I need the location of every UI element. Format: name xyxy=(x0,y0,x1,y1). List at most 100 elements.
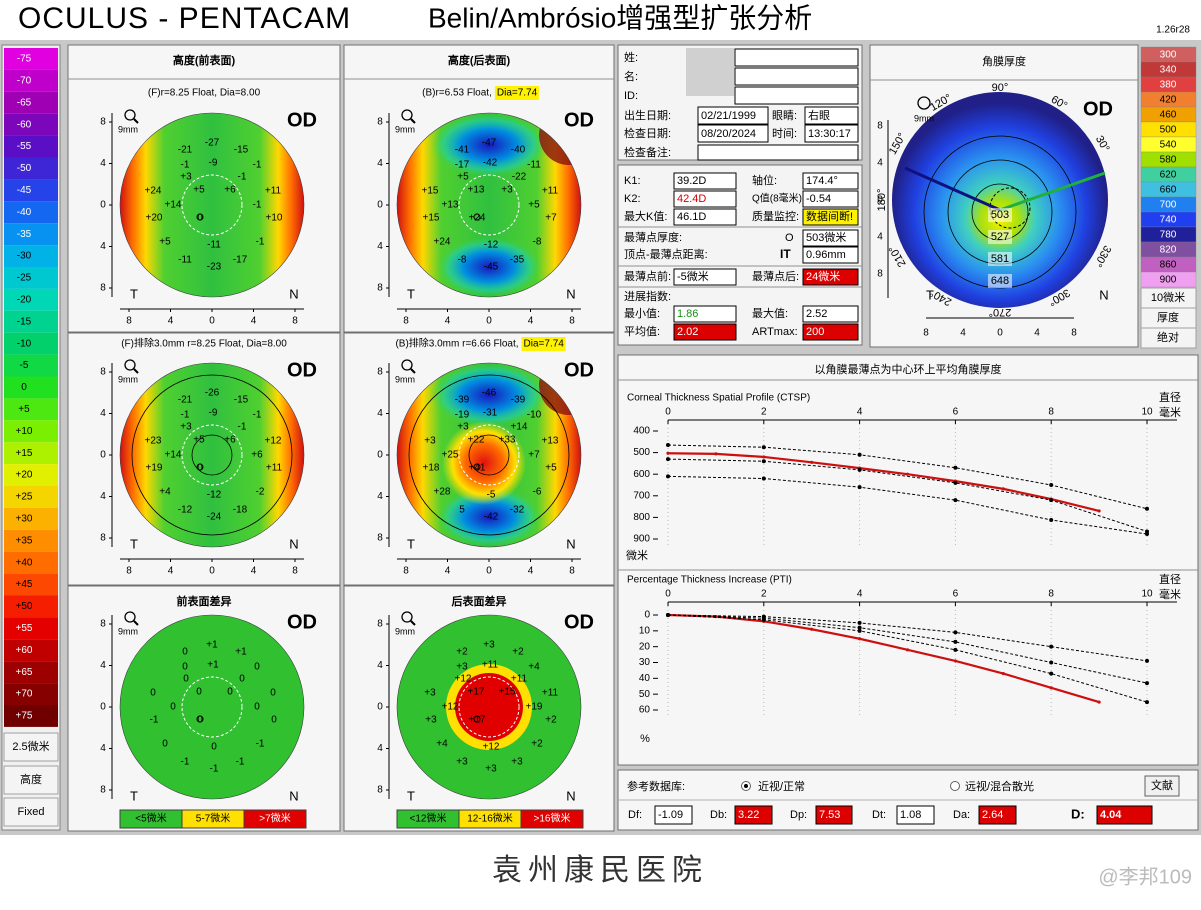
x-tick-label: 8 xyxy=(923,328,929,339)
scale-strip xyxy=(44,135,58,158)
x-tick-label: 8 xyxy=(403,316,409,327)
scale-setting-label: 高度 xyxy=(20,772,42,786)
map-value: -18 xyxy=(233,505,248,516)
profile-point xyxy=(761,617,766,622)
index-label: Dp: xyxy=(790,809,807,821)
map-value: +7 xyxy=(528,450,540,461)
highlight-bg xyxy=(494,86,539,100)
index-label: Db: xyxy=(710,809,727,821)
value-box xyxy=(802,305,859,323)
map-value: +5 xyxy=(528,200,540,211)
value: 0.96mm xyxy=(806,249,846,261)
center-mark xyxy=(473,213,481,221)
map-value: +20 xyxy=(146,213,163,224)
scale-label: +25 xyxy=(16,492,33,503)
zone-dashed xyxy=(181,676,243,738)
zoom-icon xyxy=(124,611,136,623)
map-value: +3 xyxy=(456,757,468,768)
scale-setting-label: 10微米 xyxy=(1151,290,1185,304)
scale-setting-label: Fixed xyxy=(18,806,45,818)
map-value: +17 xyxy=(469,715,486,726)
map-value: +28 xyxy=(434,487,451,498)
scale-label: 860 xyxy=(1160,260,1177,271)
map-value: +3 xyxy=(180,172,192,183)
scale-label: -60 xyxy=(17,119,32,130)
map-value: 0 xyxy=(150,688,156,699)
scale-strip xyxy=(44,551,58,574)
scale-cell xyxy=(4,486,44,508)
x-tick-label: 8 xyxy=(1048,407,1054,418)
button-label[interactable]: 文献 xyxy=(1151,778,1173,792)
map-value: 0 xyxy=(182,647,188,658)
ring-value: 648 xyxy=(991,275,1009,287)
scale-strip xyxy=(44,376,58,399)
radio[interactable] xyxy=(950,781,960,791)
y-tick-label: 900 xyxy=(633,534,650,545)
value-box xyxy=(673,305,737,323)
map-value: -9 xyxy=(209,158,218,169)
field-label: 最薄点厚度: xyxy=(624,230,682,244)
radio-label[interactable]: 近视/正常 xyxy=(758,779,805,793)
profile-point xyxy=(953,480,958,485)
map-value: +1 xyxy=(206,640,218,651)
input-box xyxy=(804,106,859,125)
scale-label: 900 xyxy=(1160,275,1177,286)
eye-label: OD xyxy=(564,611,594,633)
scale-label: +50 xyxy=(16,601,33,612)
map-outline xyxy=(119,614,305,800)
scale-cell xyxy=(4,135,44,158)
map-value: +3 xyxy=(424,688,436,699)
map-high xyxy=(442,421,526,505)
map-value: -1 xyxy=(238,172,247,183)
x-tick-label: 4 xyxy=(857,589,863,600)
y-tick-label: 8 xyxy=(100,533,106,544)
profile-point xyxy=(953,647,958,652)
map-value: -19 xyxy=(455,410,470,421)
scale-label: +65 xyxy=(16,667,33,678)
version: 1.26r28 xyxy=(1156,25,1190,36)
field-label: 出生日期: xyxy=(624,108,671,122)
scale-strip xyxy=(44,332,58,355)
legend-swatch xyxy=(243,809,307,829)
field-label: 检查备注: xyxy=(624,145,671,159)
map-value: -1 xyxy=(181,160,190,171)
scale-strip xyxy=(44,179,58,202)
scale-setting-label: 绝对 xyxy=(1157,330,1179,344)
zoom-icon xyxy=(124,109,136,121)
nasal-label: N xyxy=(566,788,575,803)
profile-point xyxy=(810,627,814,631)
map-value: +11 xyxy=(542,688,559,699)
scale-label: -75 xyxy=(17,54,32,65)
scale-strip xyxy=(44,486,58,508)
map-value: -1 xyxy=(253,160,262,171)
scale-label: 740 xyxy=(1160,215,1177,226)
radio-label[interactable]: 远视/混合散光 xyxy=(965,779,1034,793)
scale-strip xyxy=(44,617,58,640)
button[interactable] xyxy=(1144,775,1180,797)
map-image xyxy=(120,113,304,297)
map-value: -1 xyxy=(150,715,159,726)
map-value: -42 xyxy=(483,158,498,169)
map-value: -10 xyxy=(527,410,542,421)
map-value: +41 xyxy=(469,463,486,474)
map-value: +2 xyxy=(456,647,468,658)
scale-label: 380 xyxy=(1160,80,1177,91)
zoom-icon xyxy=(401,611,413,623)
y-tick-label: 0 xyxy=(644,610,650,621)
map-low-bottom xyxy=(437,487,541,547)
map-value: 0 xyxy=(254,702,260,713)
value: 174.4° xyxy=(806,175,838,187)
x-tick-label: 2 xyxy=(761,407,767,418)
map-value: +1 xyxy=(207,660,219,671)
scale-cell xyxy=(4,639,44,662)
scale-label: 660 xyxy=(1160,185,1177,196)
map-value: 0 xyxy=(227,687,233,698)
y-tick-label: 4 xyxy=(100,660,106,671)
x-axis-label: 直径 xyxy=(1159,572,1181,586)
profile-point xyxy=(1049,498,1054,503)
map-value: -11 xyxy=(178,255,192,266)
index-value: -1.09 xyxy=(658,809,683,821)
map-value: -11 xyxy=(527,160,541,171)
value-box xyxy=(673,323,737,341)
